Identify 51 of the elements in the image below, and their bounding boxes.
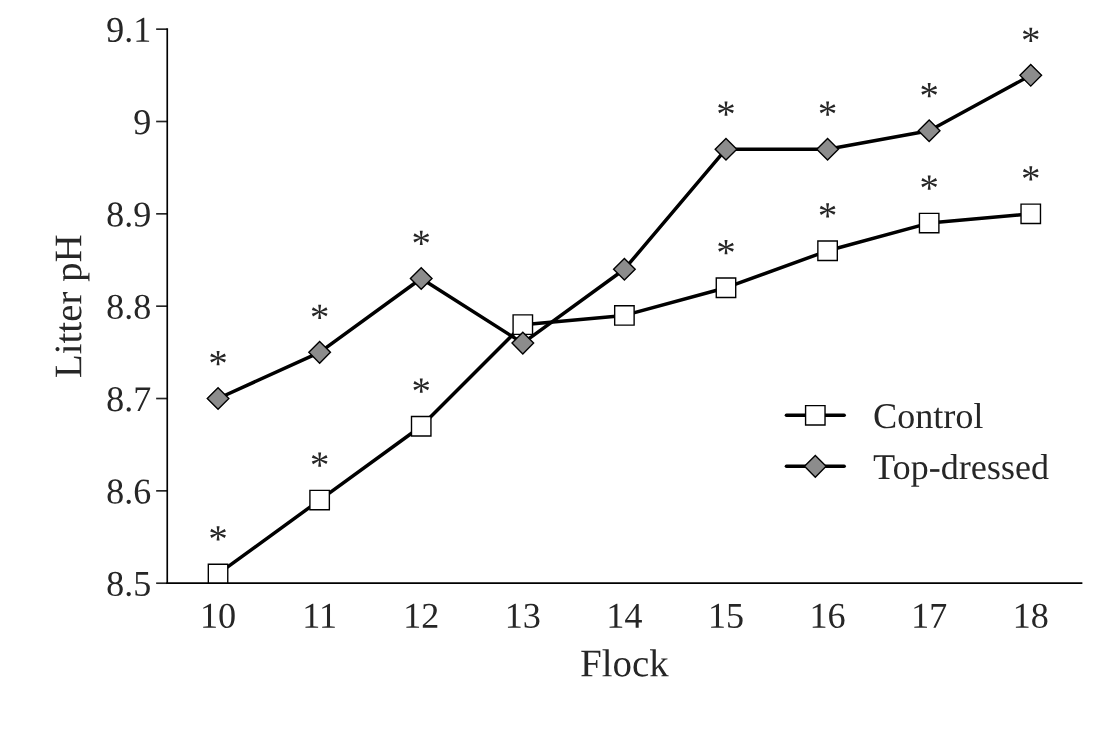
point	[1020, 203, 1042, 225]
point	[511, 331, 535, 355]
x-axis-title: Flock	[581, 649, 669, 677]
annotation: *	[718, 101, 734, 116]
annotation: *	[210, 350, 226, 366]
x-tick-label: 18	[1015, 603, 1048, 629]
point	[410, 415, 432, 437]
point	[816, 137, 840, 161]
y-tick-label: 8.9	[107, 202, 150, 227]
x-tick-label: 12	[406, 603, 438, 628]
annotation: *	[921, 175, 938, 190]
x-tick-label: 10	[203, 603, 235, 629]
y-tick-label: 9	[134, 110, 150, 135]
annotation: *	[311, 452, 328, 467]
annotation: *	[819, 203, 836, 218]
point	[206, 387, 230, 411]
point	[918, 212, 940, 234]
y-tick-label: 8.8	[107, 294, 150, 320]
point	[309, 489, 331, 511]
annotation: *	[413, 230, 430, 246]
x-tick-label: 13	[507, 603, 540, 629]
y-tick-label: 8.6	[107, 479, 151, 504]
annotation: *	[718, 240, 734, 255]
annotation: *	[210, 526, 226, 541]
x-tick-label: 15	[711, 603, 743, 629]
y-tick-label: 8.5	[107, 571, 150, 597]
x-tick-label: 16	[812, 603, 845, 629]
annotation: *	[413, 378, 430, 393]
legend-label: Control	[874, 402, 983, 429]
y-axis-title: Litter pH	[55, 235, 90, 377]
annotation: *	[921, 83, 938, 98]
point	[512, 314, 534, 336]
y-tick-label: 8.7	[107, 387, 151, 412]
x-tick-label: 11	[305, 603, 335, 628]
point	[715, 277, 737, 299]
point	[1019, 63, 1043, 87]
x-tick-label: 14	[609, 603, 642, 628]
point	[613, 304, 635, 326]
y-tick-label: 9.1	[107, 17, 150, 43]
x-tick-label: 17	[914, 603, 947, 628]
annotation: *	[819, 101, 836, 116]
annotation: *	[1022, 166, 1039, 181]
annotation: *	[1022, 27, 1039, 42]
point	[817, 240, 838, 262]
point	[612, 257, 636, 281]
legend-label: Top-dressed	[873, 453, 1049, 487]
annotation: *	[311, 304, 328, 319]
point	[308, 340, 332, 364]
point	[409, 266, 433, 290]
point	[917, 119, 941, 143]
point	[714, 137, 738, 161]
